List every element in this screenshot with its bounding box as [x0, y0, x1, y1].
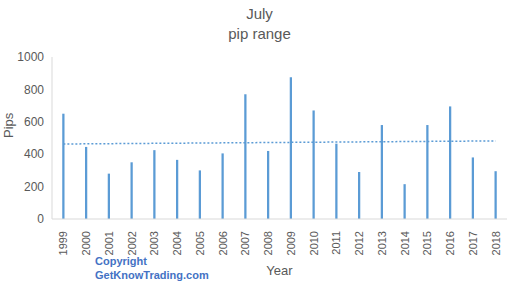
svg-text:2013: 2013: [376, 231, 388, 255]
svg-text:2011: 2011: [330, 231, 342, 255]
svg-text:2014: 2014: [399, 231, 411, 255]
svg-text:2000: 2000: [80, 231, 92, 255]
svg-text:2015: 2015: [421, 231, 433, 255]
svg-text:2012: 2012: [353, 231, 365, 255]
svg-text:Year: Year: [266, 263, 293, 278]
svg-text:2001: 2001: [103, 231, 115, 255]
svg-text:2005: 2005: [194, 231, 206, 255]
html-text:July: July: [246, 5, 273, 22]
svg-text:2010: 2010: [308, 231, 320, 255]
html-text:GetKnowTrading.com: GetKnowTrading.com: [95, 269, 209, 281]
svg-text:2003: 2003: [148, 231, 160, 255]
svg-text:0: 0: [37, 212, 44, 226]
svg-text:2017: 2017: [467, 231, 479, 255]
html-text:pip range: pip range: [228, 25, 291, 42]
html-text:Copyright: Copyright: [95, 255, 147, 267]
svg-text:2004: 2004: [171, 231, 183, 255]
svg-text:200: 200: [24, 180, 44, 194]
svg-text:2007: 2007: [239, 231, 251, 255]
svg-text:Pips: Pips: [8, 112, 16, 138]
svg-text:2016: 2016: [444, 231, 456, 255]
svg-text:600: 600: [24, 115, 44, 129]
svg-text:2018: 2018: [490, 231, 502, 255]
svg-text:2009: 2009: [285, 231, 297, 255]
svg-text:800: 800: [24, 83, 44, 97]
svg-text:2008: 2008: [262, 231, 274, 255]
svg-text:2006: 2006: [217, 231, 229, 255]
svg-text:1000: 1000: [17, 50, 44, 64]
svg-text:2002: 2002: [126, 231, 138, 255]
svg-text:400: 400: [24, 147, 44, 161]
svg-text:1999: 1999: [57, 231, 69, 255]
